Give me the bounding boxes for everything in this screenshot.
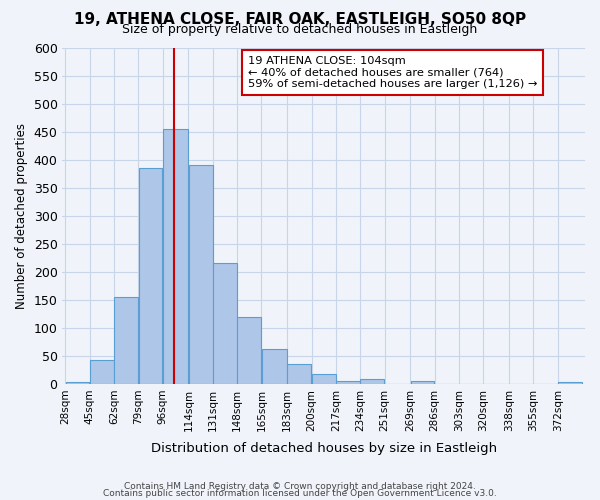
Bar [262,349,287,384]
Text: Contains HM Land Registry data © Crown copyright and database right 2024.: Contains HM Land Registry data © Crown c… [124,482,476,491]
Bar [238,316,261,384]
Bar [213,264,237,384]
Bar [188,165,212,384]
Bar [558,382,582,384]
Bar [163,129,188,384]
Text: 19 ATHENA CLOSE: 104sqm
← 40% of detached houses are smaller (764)
59% of semi-d: 19 ATHENA CLOSE: 104sqm ← 40% of detache… [248,56,538,89]
Y-axis label: Number of detached properties: Number of detached properties [15,122,28,308]
Bar [65,382,89,384]
Text: Size of property relative to detached houses in Eastleigh: Size of property relative to detached ho… [122,22,478,36]
Bar [114,297,138,384]
X-axis label: Distribution of detached houses by size in Eastleigh: Distribution of detached houses by size … [151,442,497,455]
Bar [90,360,114,384]
Bar [312,374,335,384]
Bar [336,381,360,384]
Bar [287,364,311,384]
Bar [410,381,434,384]
Text: Contains public sector information licensed under the Open Government Licence v3: Contains public sector information licen… [103,490,497,498]
Bar [361,380,385,384]
Text: 19, ATHENA CLOSE, FAIR OAK, EASTLEIGH, SO50 8QP: 19, ATHENA CLOSE, FAIR OAK, EASTLEIGH, S… [74,12,526,28]
Bar [139,168,163,384]
